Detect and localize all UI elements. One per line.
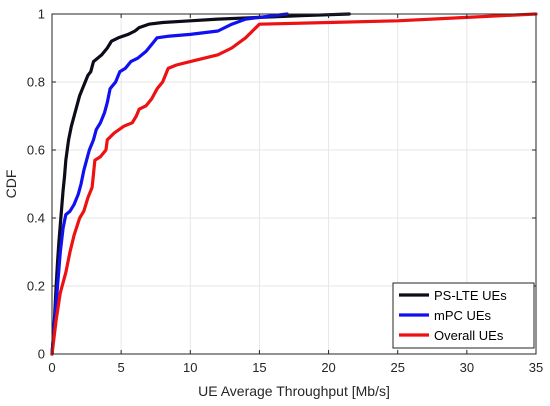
x-axis-label: UE Average Throughput [Mb/s] (198, 383, 390, 399)
x-tick-label: 30 (460, 360, 474, 375)
y-tick-label: 0.6 (27, 143, 45, 158)
y-tick-label: 1 (38, 7, 45, 22)
x-tick-label: 25 (390, 360, 404, 375)
legend-label-mpc: mPC UEs (434, 308, 492, 323)
series-layer (50, 12, 538, 356)
legend-label-overall: Overall UEs (434, 328, 504, 343)
x-tick-label: 0 (48, 360, 55, 375)
series-line-overall (50, 12, 538, 356)
x-tick-label: 5 (118, 360, 125, 375)
series-line-ps-lte (50, 12, 351, 356)
legend-label-ps-lte: PS-LTE UEs (434, 288, 507, 303)
series-line-mpc (50, 12, 289, 356)
x-tick-label: 10 (183, 360, 197, 375)
y-tick-label: 0.2 (27, 279, 45, 294)
x-tick-label: 35 (529, 360, 543, 375)
legend: PS-LTE UEs mPC UEs Overall UEs (392, 282, 535, 349)
tick-labels: 0 5 10 15 20 25 30 35 0 0.2 0.4 0.6 0.8 1 (27, 7, 543, 376)
x-tick-label: 15 (252, 360, 266, 375)
y-tick-label: 0.8 (27, 75, 45, 90)
x-tick-label: 20 (321, 360, 335, 375)
y-tick-label: 0 (38, 347, 45, 362)
plot-frame (51, 13, 537, 355)
y-tick-label: 0.4 (27, 211, 45, 226)
y-axis-label: CDF (3, 170, 19, 199)
